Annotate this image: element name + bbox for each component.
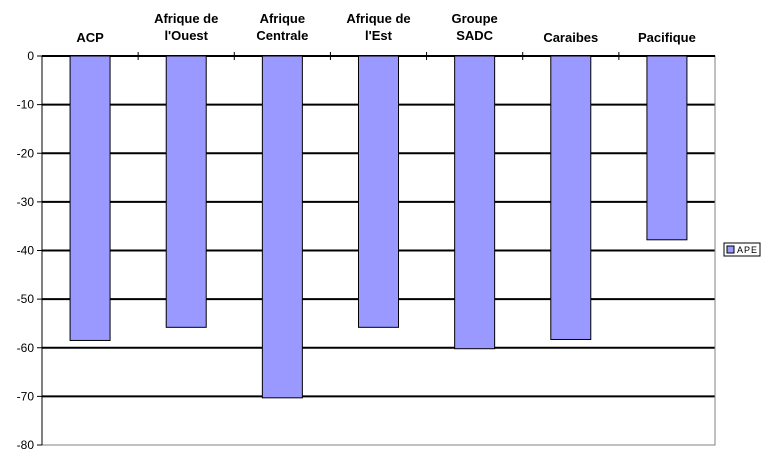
category-label: SADC bbox=[456, 28, 493, 43]
y-tick-label: -10 bbox=[17, 98, 35, 112]
bar bbox=[69, 55, 111, 341]
y-tick-label: -70 bbox=[17, 389, 35, 403]
bar bbox=[358, 55, 399, 328]
category-label: l'Ouest bbox=[164, 28, 208, 43]
bar bbox=[550, 55, 592, 340]
y-tick-label: -40 bbox=[17, 244, 35, 258]
category-label: l'Est bbox=[365, 28, 393, 43]
y-tick-label: -60 bbox=[17, 341, 35, 355]
category-label: Afrique bbox=[260, 11, 306, 26]
category-label: ACP bbox=[76, 30, 104, 45]
category-label: Afrique de bbox=[154, 11, 218, 26]
y-tick-label: -30 bbox=[17, 195, 35, 209]
category-label: Centrale bbox=[256, 28, 308, 43]
bar bbox=[261, 55, 303, 399]
legend-label: APE bbox=[737, 245, 758, 255]
bar bbox=[165, 55, 207, 328]
y-tick-label: -50 bbox=[17, 292, 35, 306]
y-tick-label: 0 bbox=[27, 49, 34, 63]
y-tick-label: -80 bbox=[17, 438, 35, 452]
category-label: Groupe bbox=[452, 11, 498, 26]
legend-swatch bbox=[726, 245, 735, 254]
category-label: Pacifique bbox=[638, 30, 696, 45]
category-label: Caraibes bbox=[543, 30, 598, 45]
bar bbox=[454, 55, 496, 350]
y-tick-label: -20 bbox=[17, 146, 35, 160]
bar bbox=[646, 55, 688, 241]
category-label: Afrique de bbox=[346, 11, 410, 26]
